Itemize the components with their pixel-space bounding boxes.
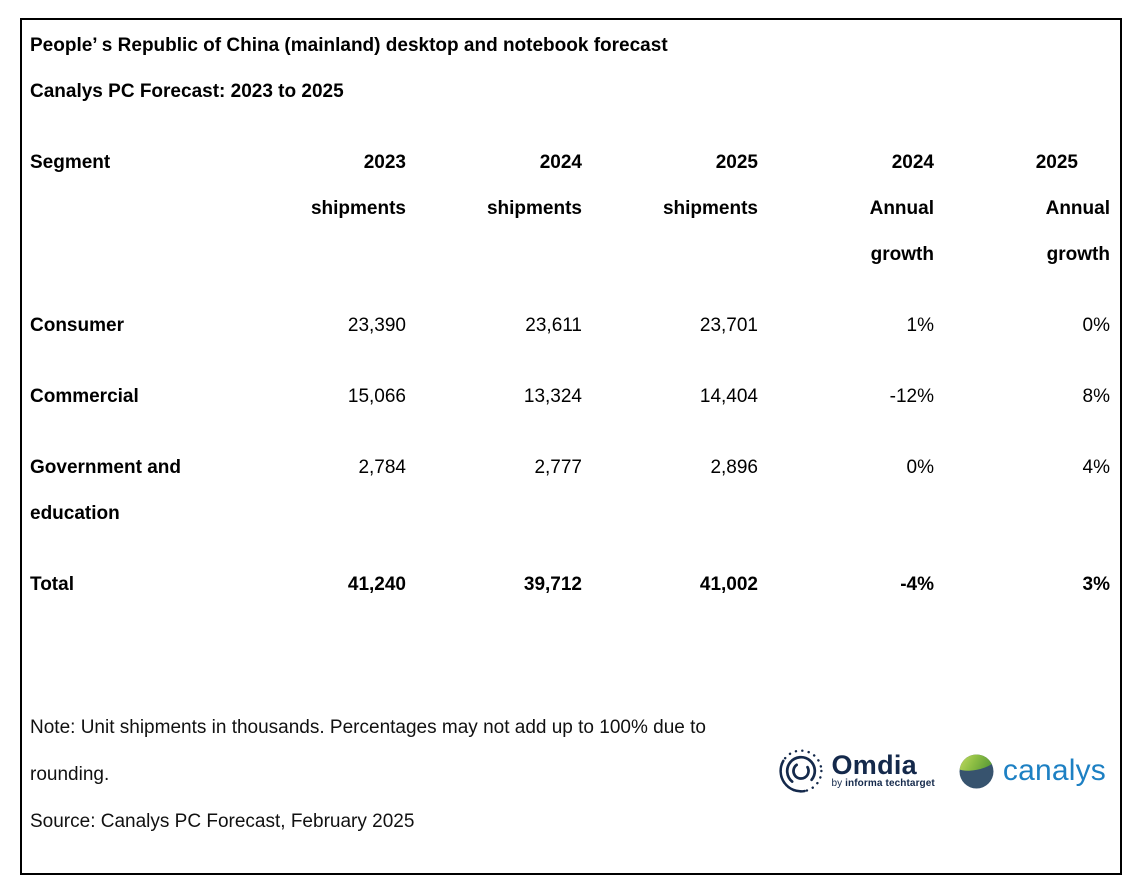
row-label-government-education: Government and education (30, 457, 181, 524)
table-row-government-education: Government and education 2,784 2,777 2,8… (30, 420, 1110, 537)
cell-gov-2024-growth: 0% (906, 457, 934, 478)
cell-commercial-2025-shipments: 14,404 (699, 386, 758, 407)
header-line: shipments (662, 198, 758, 219)
col-header-2024-annual-growth: 2024 Annual growth (758, 140, 934, 278)
header-line: Segment (30, 152, 111, 173)
row-label-consumer: Consumer (30, 315, 124, 336)
page-subtitle: Canalys PC Forecast: 2023 to 2025 (30, 81, 344, 102)
canalys-logo: canalys (959, 754, 1106, 789)
header-line: 2025 (1035, 152, 1078, 173)
cell-consumer-2025-shipments: 23,701 (699, 315, 758, 336)
header-line: 2025 (715, 152, 758, 173)
cell-total-2024-shipments: 39,712 (523, 574, 582, 595)
header-line: 2024 (891, 152, 934, 173)
col-header-2025-shipments: 2025 shipments (582, 140, 758, 278)
row-label-total: Total (30, 574, 74, 595)
header-line: Annual (869, 198, 934, 219)
header-line: growth (870, 244, 934, 265)
header-line: Annual (1045, 198, 1110, 219)
col-header-segment: Segment (30, 140, 230, 278)
header-line: 2024 (539, 152, 582, 173)
table-row-consumer: Consumer 23,390 23,611 23,701 1% 0% (30, 278, 1110, 349)
omdia-tagline-techtarget: techtarget (885, 777, 935, 789)
cell-commercial-2024-shipments: 13,324 (523, 386, 582, 407)
cell-consumer-2024-growth: 1% (906, 315, 934, 336)
table-row-commercial: Commercial 15,066 13,324 14,404 -12% 8% (30, 349, 1110, 420)
footnote-line-2: rounding. (30, 764, 110, 785)
canalys-wordmark: canalys (1002, 754, 1106, 787)
col-header-2024-shipments: 2024 shipments (406, 140, 582, 278)
omdia-tagline-informa: informa (845, 777, 883, 789)
col-header-2025-annual-growth: 2025 Annual growth (934, 140, 1110, 278)
omdia-rings-icon (779, 749, 824, 793)
cell-gov-2024-shipments: 2,777 (534, 457, 582, 478)
source-line: Source: Canalys PC Forecast, February 20… (30, 811, 415, 832)
cell-gov-2025-shipments: 2,896 (710, 457, 758, 478)
cell-consumer-2025-growth: 0% (1082, 315, 1110, 336)
cell-total-2025-shipments: 41,002 (699, 574, 758, 595)
header-line: 2023 (363, 152, 406, 173)
cell-consumer-2023-shipments: 23,390 (347, 315, 406, 336)
cell-gov-2025-growth: 4% (1082, 457, 1110, 478)
cell-total-2023-shipments: 41,240 (347, 574, 406, 595)
omdia-wordmark-block: Omdia by informa techtarget (831, 749, 934, 790)
cell-commercial-2025-growth: 8% (1082, 386, 1110, 407)
sheet-header: People’ s Republic of China (mainland) d… (30, 23, 1112, 115)
footnote: Note: Unit shipments in thousands. Perce… (30, 704, 1112, 798)
cell-consumer-2024-shipments: 23,611 (525, 315, 582, 336)
header-line: growth (1046, 244, 1110, 265)
omdia-wordmark: Omdia (831, 749, 918, 780)
col-header-2023-shipments: 2023 shipments (230, 140, 406, 278)
table-row-total: Total 41,240 39,712 41,002 -4% 3% (30, 537, 1110, 608)
logo-group: Omdia by informa techtarget (778, 743, 1106, 799)
header-line: shipments (310, 198, 406, 219)
footnote-line-1: Note: Unit shipments in thousands. Perce… (30, 717, 706, 738)
omdia-tagline-by: by (831, 777, 843, 789)
cell-gov-2023-shipments: 2,784 (358, 457, 406, 478)
cell-total-2025-growth: 3% (1082, 574, 1110, 595)
header-row: Segment 2023 shipments 2024 shipments 20… (30, 140, 1110, 278)
omdia-tagline: by informa techtarget (831, 778, 934, 790)
row-label-commercial: Commercial (30, 386, 139, 407)
cell-total-2024-growth: -4% (900, 574, 934, 595)
forecast-sheet: People’ s Republic of China (mainland) d… (20, 18, 1122, 875)
omdia-logo: Omdia by informa techtarget (778, 748, 935, 794)
header-line: shipments (486, 198, 582, 219)
cell-commercial-2024-growth: -12% (889, 386, 934, 407)
page-title: People’ s Republic of China (mainland) d… (30, 35, 668, 56)
cell-commercial-2023-shipments: 15,066 (347, 386, 406, 407)
canalys-globe-icon (959, 754, 994, 788)
forecast-table: Segment 2023 shipments 2024 shipments 20… (30, 140, 1110, 608)
